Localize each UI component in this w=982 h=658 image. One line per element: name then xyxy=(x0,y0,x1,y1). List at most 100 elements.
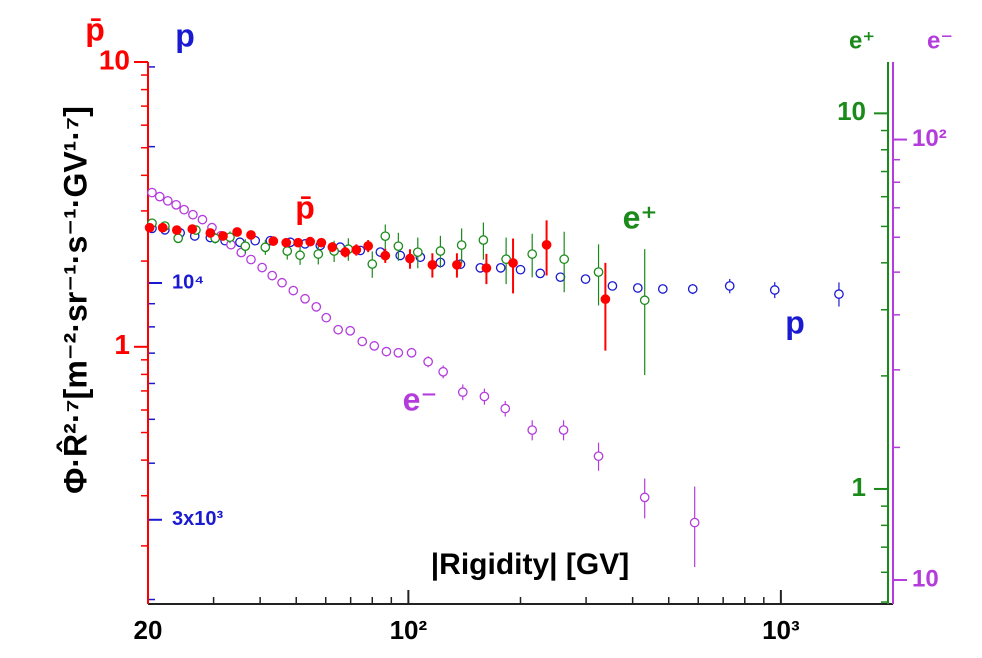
data-point xyxy=(351,244,362,255)
data-point xyxy=(600,294,611,304)
data-point xyxy=(232,227,242,237)
series-label: p xyxy=(785,304,805,340)
y-tick-label: 10⁴ xyxy=(172,271,204,293)
y-axis-title: Φ·R̂²·⁷[m⁻²·sr⁻¹·s⁻¹·GV¹·⁷] xyxy=(57,106,94,494)
data-point xyxy=(479,391,490,402)
data-point xyxy=(687,284,698,294)
data-point xyxy=(423,356,433,367)
data-point xyxy=(327,242,338,252)
data-point xyxy=(457,387,468,397)
data-point xyxy=(689,517,700,528)
data-point xyxy=(395,250,406,261)
y-tick-label: 10 xyxy=(912,565,939,592)
data-point xyxy=(162,195,173,206)
data-point xyxy=(508,258,518,268)
data-point xyxy=(495,263,506,273)
data-point xyxy=(405,253,415,264)
data-point xyxy=(393,241,404,252)
data-point xyxy=(240,241,251,252)
data-point xyxy=(481,263,492,273)
y-tick-label: 1 xyxy=(852,472,866,502)
data-point xyxy=(500,403,511,414)
x-axis-title: |Rigidity| [GV] xyxy=(431,548,629,581)
data-point xyxy=(541,240,552,250)
y-axis-header: p̄ xyxy=(85,11,105,47)
data-point xyxy=(311,302,322,312)
data-point xyxy=(657,284,668,294)
data-point xyxy=(639,295,650,306)
y-tick-label: 3x10³ xyxy=(172,508,223,530)
data-point xyxy=(527,425,538,435)
data-point xyxy=(171,225,182,235)
data-point xyxy=(639,492,650,503)
data-point xyxy=(478,235,489,245)
data-point xyxy=(246,254,256,265)
data-point xyxy=(427,259,438,270)
data-point xyxy=(293,237,304,248)
data-point xyxy=(438,366,449,377)
series-label: p̄ xyxy=(295,189,315,225)
data-point xyxy=(435,246,446,256)
data-point xyxy=(260,242,271,253)
data-point xyxy=(205,228,216,238)
y-tick-label: 10 xyxy=(99,44,130,75)
data-point xyxy=(154,191,165,202)
data-point xyxy=(187,224,198,234)
data-point xyxy=(267,270,278,281)
y-tick-label: 1 xyxy=(114,329,130,360)
data-point xyxy=(369,341,380,351)
data-point xyxy=(380,250,391,261)
x-tick-label: 10³ xyxy=(762,615,800,645)
data-point xyxy=(456,240,467,250)
data-point xyxy=(288,285,299,296)
data-point xyxy=(769,285,780,295)
data-point xyxy=(607,281,618,291)
data-point xyxy=(632,283,643,293)
data-point xyxy=(179,204,189,215)
data-point xyxy=(321,312,332,323)
data-point xyxy=(257,262,267,273)
data-point xyxy=(380,231,391,242)
data-point xyxy=(559,254,570,265)
data-point xyxy=(313,249,324,259)
data-point xyxy=(834,289,844,299)
data-point xyxy=(144,222,155,233)
y-axis-header: p xyxy=(175,17,195,53)
y-axis-header: e⁺ xyxy=(849,27,875,54)
data-point xyxy=(340,247,351,257)
data-point xyxy=(406,347,417,358)
data-point xyxy=(268,236,279,246)
data-point xyxy=(282,246,293,256)
data-point xyxy=(558,425,569,435)
data-point xyxy=(173,233,184,244)
data-point xyxy=(412,247,423,258)
data-point xyxy=(357,336,368,347)
series-label: e⁻ xyxy=(403,381,438,417)
data-point xyxy=(277,277,287,288)
x-tick-label: 10² xyxy=(390,615,428,645)
data-point xyxy=(333,324,344,335)
data-point xyxy=(188,209,198,220)
data-point xyxy=(316,237,327,248)
y-tick-label: 10² xyxy=(912,125,947,152)
data-point xyxy=(197,214,208,225)
data-point xyxy=(593,451,604,462)
data-point xyxy=(515,264,526,275)
data-point xyxy=(295,250,305,261)
data-point xyxy=(345,325,356,336)
series-label: e⁺ xyxy=(623,199,658,235)
data-point xyxy=(246,230,256,240)
data-point xyxy=(147,187,157,198)
data-point xyxy=(580,274,591,284)
data-point xyxy=(527,249,538,259)
data-point xyxy=(535,268,546,279)
data-point xyxy=(593,267,604,277)
data-point xyxy=(367,259,378,269)
x-tick-label: 20 xyxy=(134,615,163,645)
data-point xyxy=(393,347,404,358)
y-tick-label: 10 xyxy=(837,96,866,126)
data-point xyxy=(171,199,181,210)
y-axis-header: e⁻ xyxy=(927,27,953,54)
